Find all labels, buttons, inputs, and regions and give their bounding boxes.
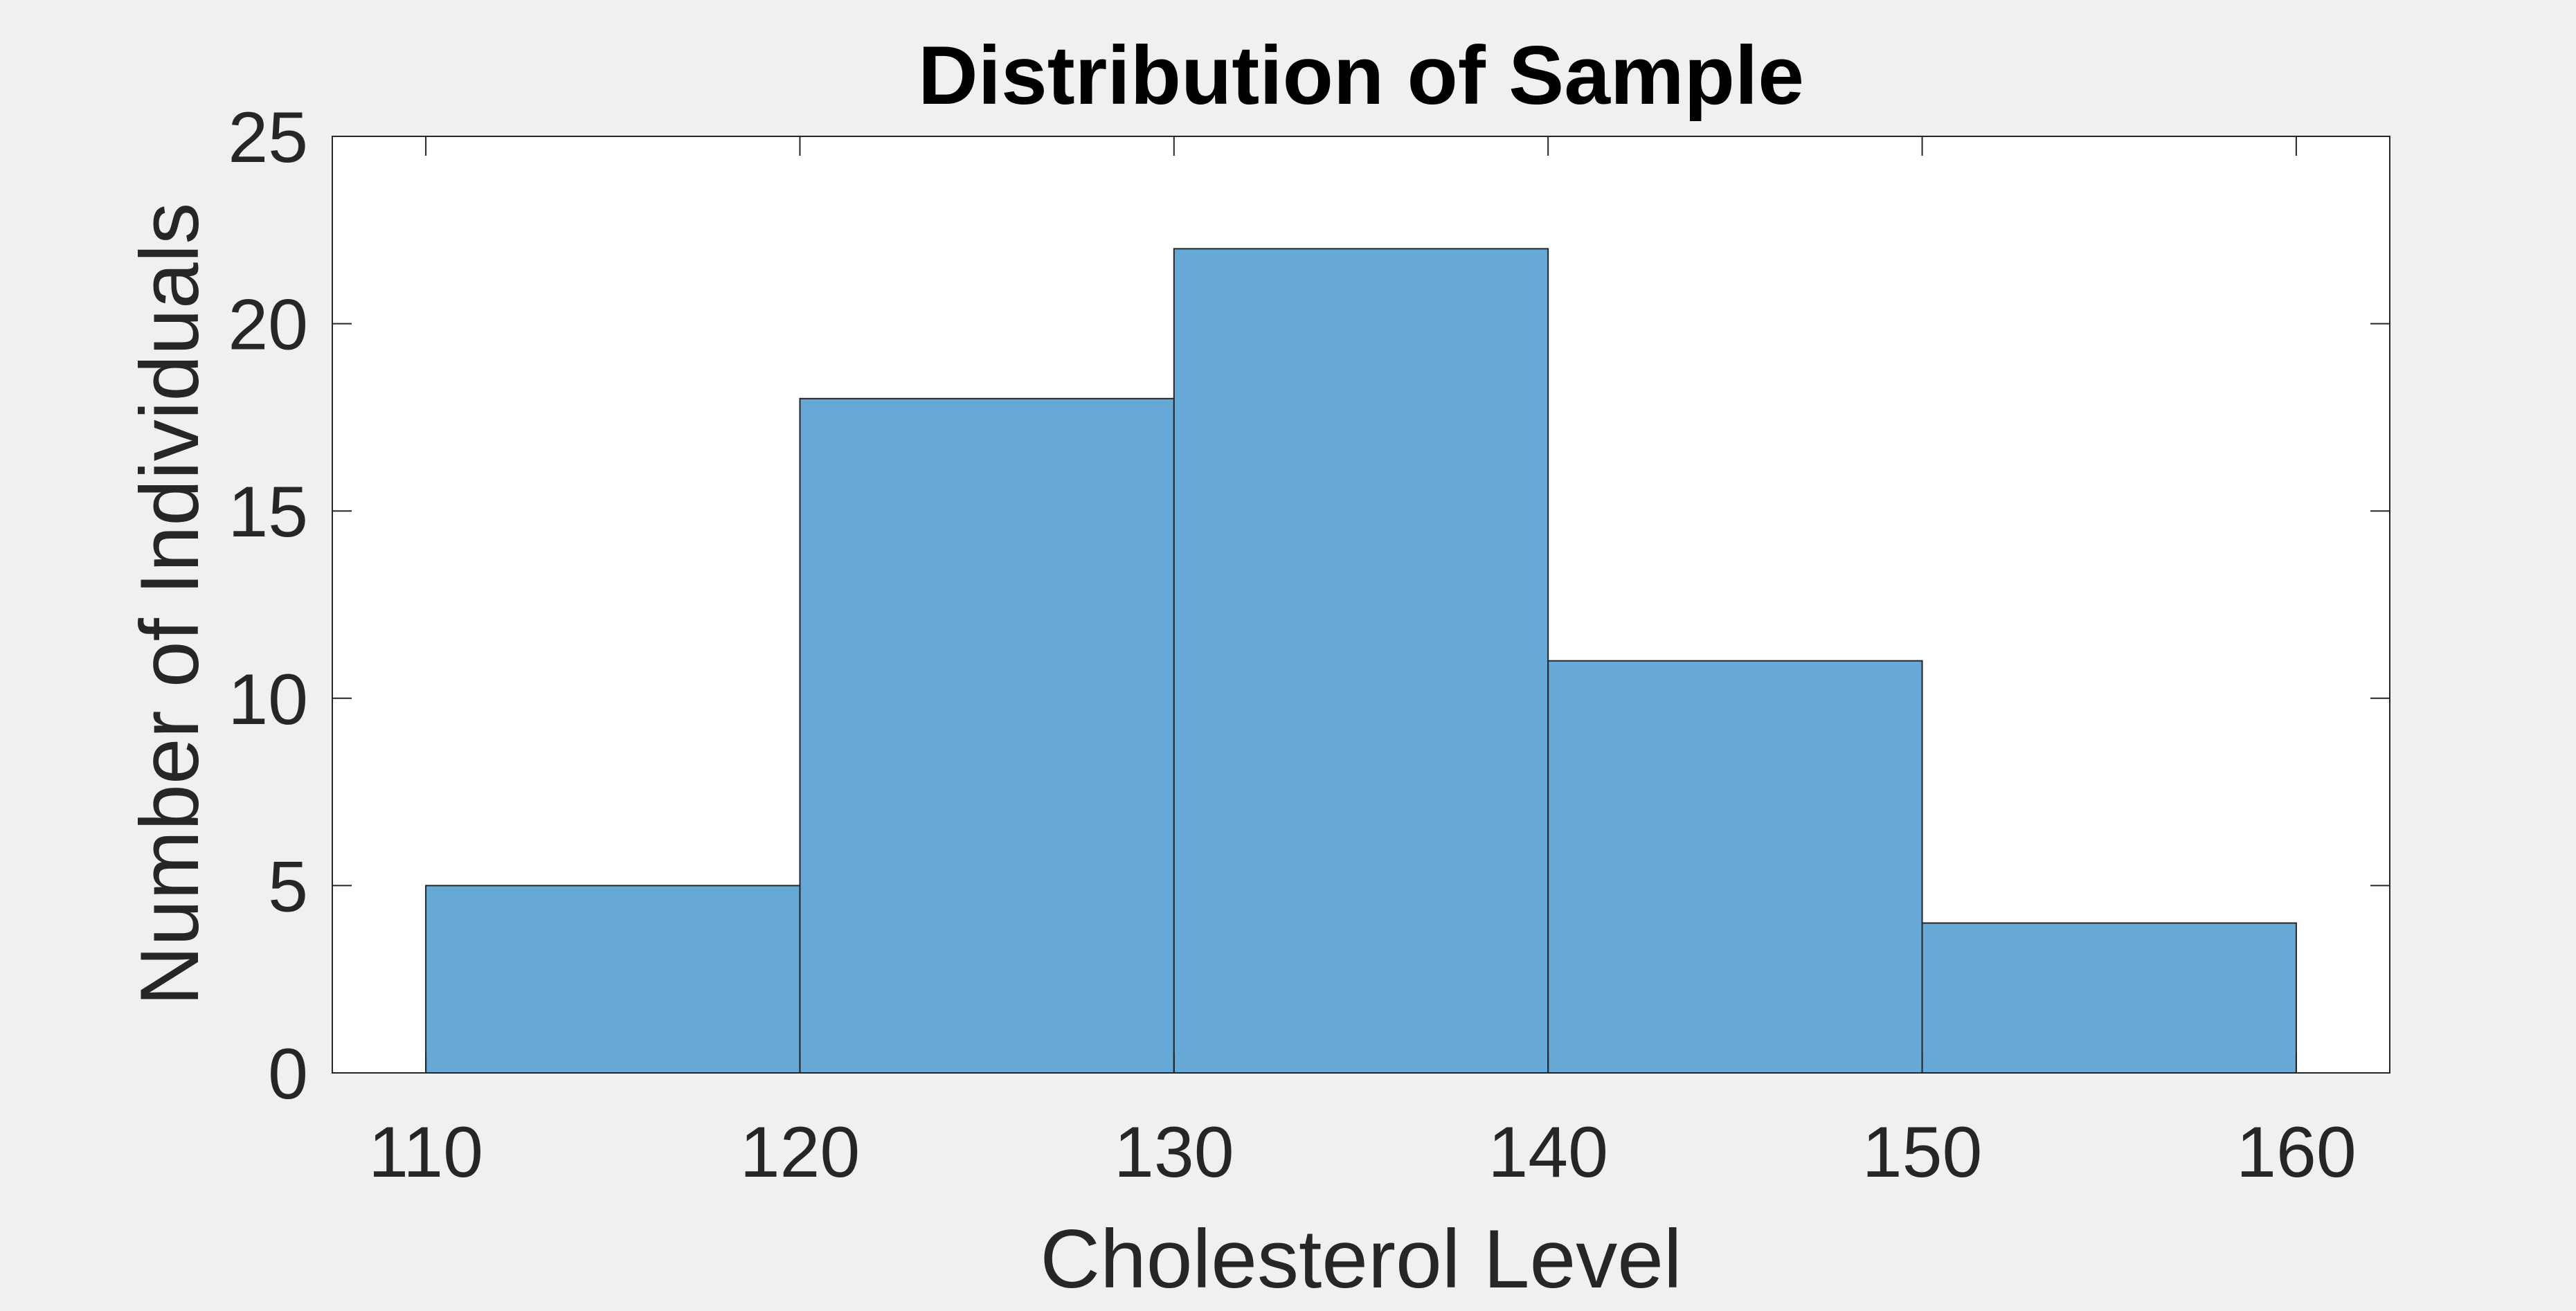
histogram-bar-140-150 xyxy=(1547,660,1923,1074)
y-tick-label-10: 10 xyxy=(228,660,308,740)
y-tick-label-0: 0 xyxy=(268,1034,308,1114)
y-axis-label: Number of Individuals xyxy=(123,203,216,1006)
axes-box xyxy=(332,136,2390,1074)
y-tick-label-20: 20 xyxy=(228,285,308,365)
y-tick-label-25: 25 xyxy=(228,98,308,178)
x-tick-label-110: 110 xyxy=(368,1112,483,1193)
histogram-bar-150-160 xyxy=(1921,922,2297,1074)
y-tick-label-5: 5 xyxy=(268,847,308,927)
chart-title: Distribution of Sample xyxy=(918,29,1804,122)
histogram-bar-130-140 xyxy=(1173,248,1549,1074)
y-tick-label-15: 15 xyxy=(228,472,308,552)
x-axis-label: Cholesterol Level xyxy=(1040,1213,1682,1305)
bars-group xyxy=(425,248,2297,1074)
histogram-bar-120-130 xyxy=(799,397,1175,1074)
histogram-bar-110-120 xyxy=(425,885,801,1074)
x-tick-label-140: 140 xyxy=(1488,1112,1608,1193)
x-tick-label-120: 120 xyxy=(740,1112,861,1193)
ticks-group: 110 120 130 140 150 160 0 5 10 15 20 25 xyxy=(228,98,2390,1193)
x-tick-label-160: 160 xyxy=(2236,1112,2357,1193)
x-tick-label-130: 130 xyxy=(1114,1112,1234,1193)
x-tick-label-150: 150 xyxy=(1862,1112,1983,1193)
